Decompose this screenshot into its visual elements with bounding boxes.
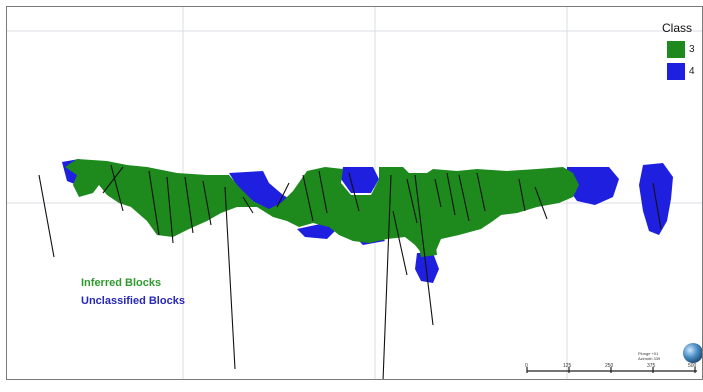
legend-item-class-4: 4	[667, 63, 695, 80]
section-canvas	[7, 7, 702, 379]
drillhole-trace	[434, 178, 442, 208]
block-body	[65, 159, 579, 255]
block-body	[415, 253, 439, 283]
drillhole-trace	[148, 170, 160, 236]
section-view-frame: Class 3 4 Inferred Blocks Unclassified B…	[6, 6, 703, 380]
caption-unclassified-blocks: Unclassified Blocks	[81, 295, 185, 307]
drillhole-trace	[224, 186, 236, 370]
drillhole-trace	[652, 182, 662, 230]
block-body	[567, 167, 619, 205]
block-body	[417, 239, 437, 257]
legend-label: 4	[689, 66, 695, 77]
scale-tick-label: 125	[563, 363, 572, 369]
drillholes	[38, 164, 662, 379]
caption-inferred-blocks: Inferred Blocks	[81, 277, 162, 289]
drillhole-trace	[166, 176, 174, 244]
drillhole-trace	[102, 166, 124, 194]
drillhole-trace	[446, 172, 456, 216]
block-body	[297, 223, 337, 239]
drillhole-trace	[202, 180, 212, 226]
drillhole-trace	[518, 178, 526, 212]
legend-swatch	[667, 63, 685, 80]
drillhole-trace	[318, 170, 328, 214]
scale-tick-label: 500	[688, 363, 697, 369]
drillhole-trace	[242, 196, 254, 214]
scale-bar	[526, 367, 697, 373]
scale-tick-label: 250	[605, 363, 614, 369]
azimuth-label: Azimuth 339	[638, 356, 661, 361]
drillhole-trace	[302, 174, 314, 222]
drillhole-trace	[458, 174, 470, 222]
drillhole-trace	[534, 186, 548, 220]
drillhole-trace	[476, 172, 486, 212]
drillhole-trace	[392, 210, 408, 276]
drillhole-trace	[110, 164, 124, 212]
orientation-readout: Plunge +01 Azimuth 339	[638, 351, 660, 361]
drillhole-trace	[184, 176, 194, 234]
scale-tick-label: 375	[647, 363, 656, 369]
orientation-globe-icon	[683, 343, 702, 363]
drillhole-trace	[406, 178, 418, 224]
drillhole-trace	[38, 174, 55, 258]
drillhole-trace	[382, 174, 392, 379]
block-body	[341, 167, 379, 193]
legend-label: 3	[689, 44, 695, 55]
legend-swatch	[667, 41, 685, 58]
drillhole-trace	[348, 172, 360, 212]
plunge-label: Plunge +01	[638, 351, 659, 356]
legend-item-class-3: 3	[667, 41, 695, 58]
inferred-blocks	[65, 159, 579, 257]
drillhole-trace	[414, 174, 434, 326]
scale-tick-label: 0	[525, 363, 528, 369]
legend-title: Class	[662, 21, 693, 35]
drillhole-trace	[276, 182, 290, 208]
